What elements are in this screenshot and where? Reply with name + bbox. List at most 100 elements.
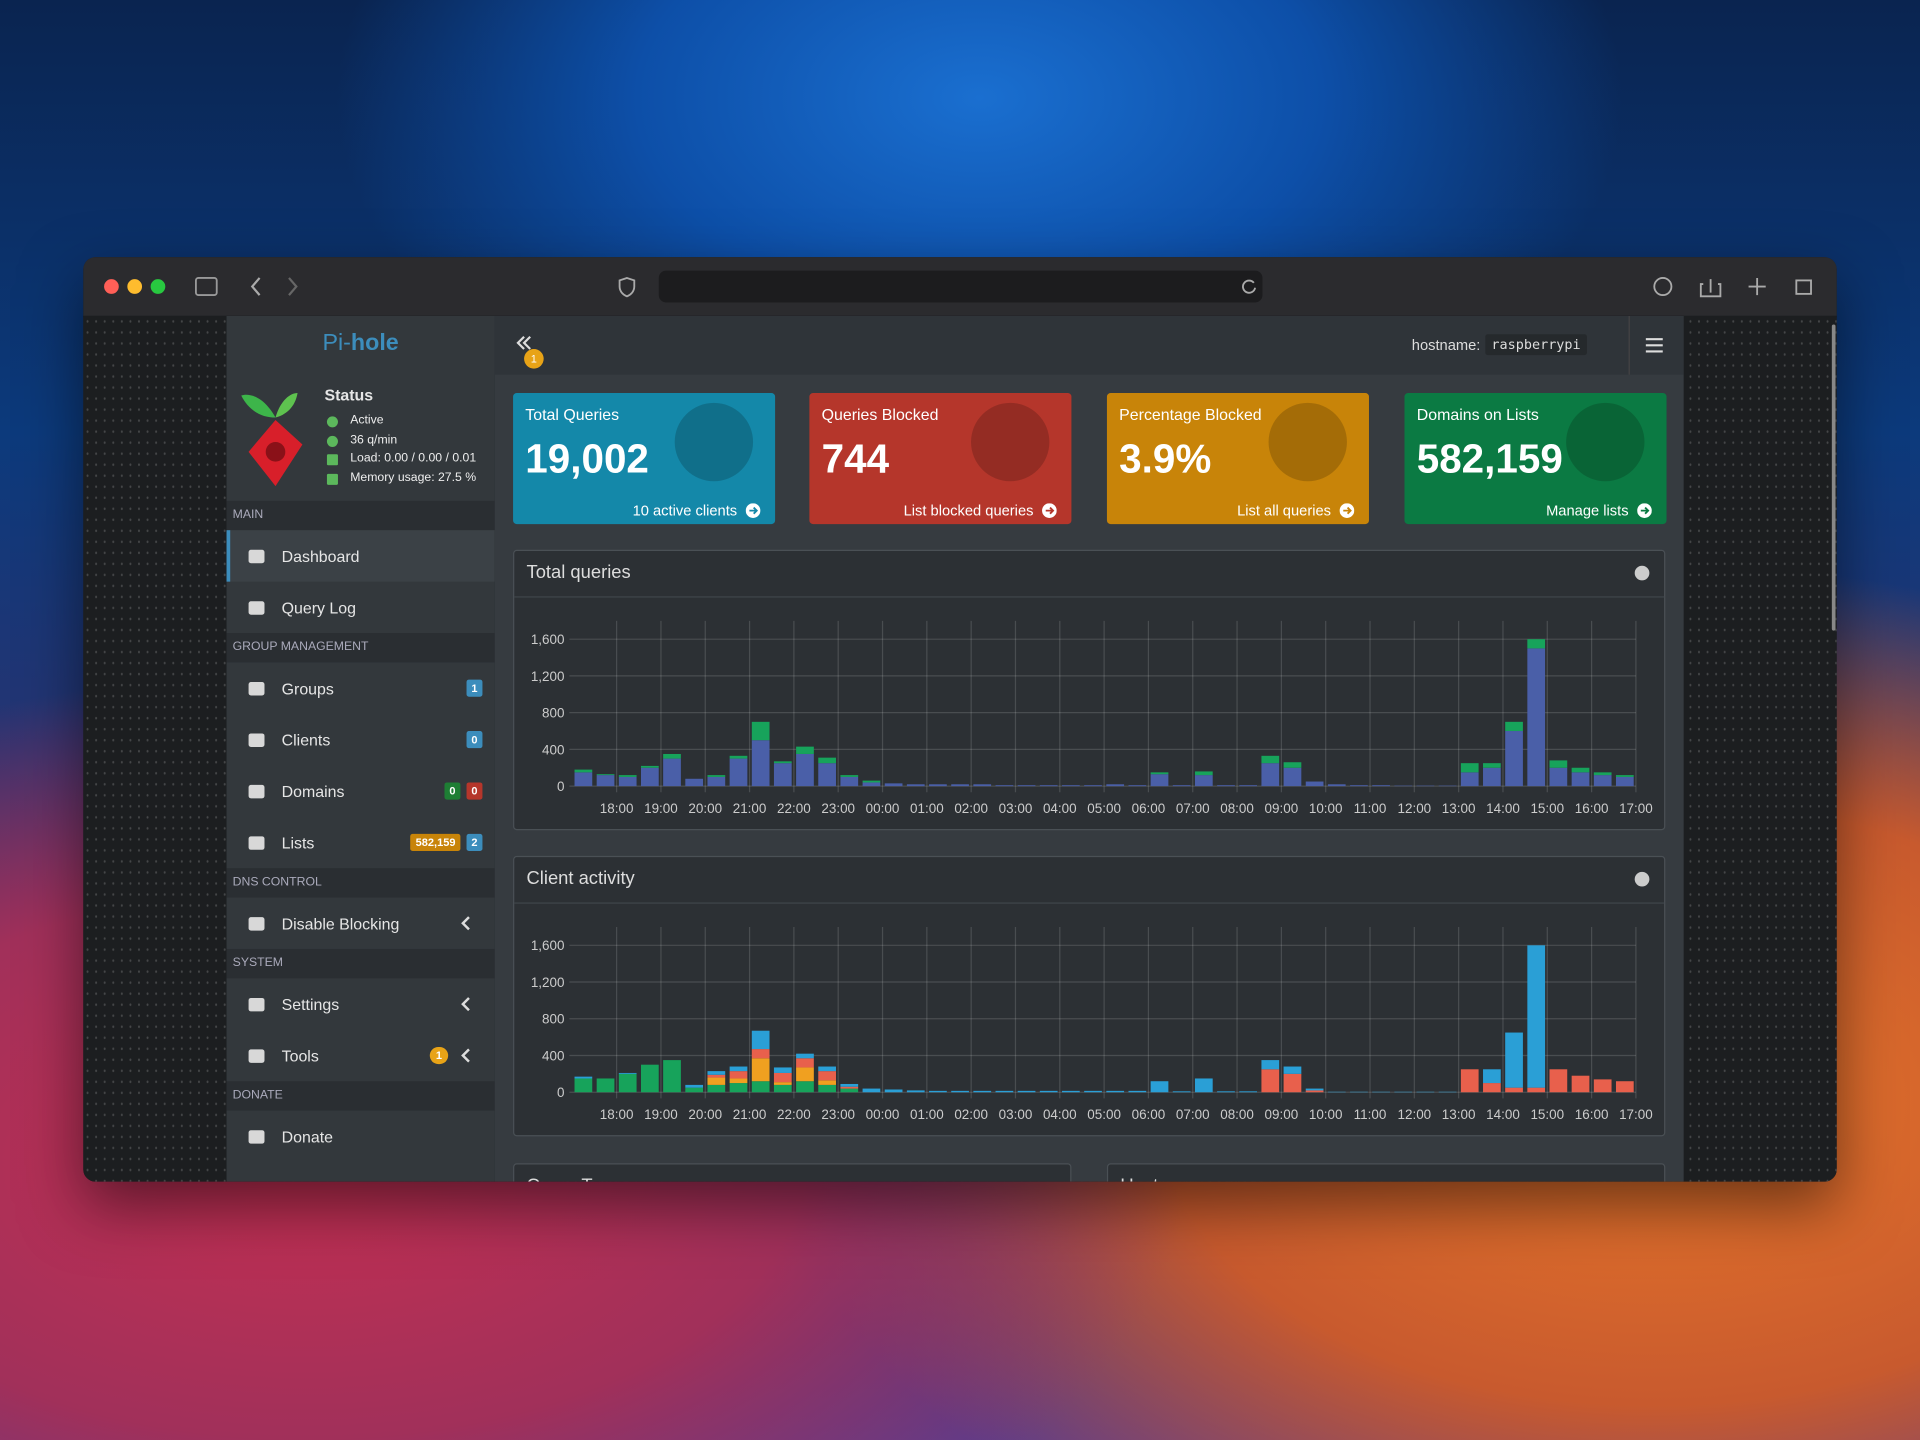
bar-segment xyxy=(707,775,726,777)
status-item: Load: 0.00 / 0.00 / 0.01 xyxy=(350,451,477,466)
chevrons xyxy=(516,335,531,350)
bar-segment xyxy=(1305,781,1324,787)
nav-item[interactable]: Settings xyxy=(227,978,495,1029)
x-tick-label: 04:00 xyxy=(1043,801,1077,816)
x-tick-label: 18:00 xyxy=(600,801,634,816)
card-link-text: Manage lists xyxy=(1546,502,1629,520)
bar-segment xyxy=(1283,762,1302,768)
x-tick-label: 14:00 xyxy=(1486,801,1520,816)
bar-segment xyxy=(1106,1090,1125,1093)
arrow xyxy=(1343,506,1352,515)
address-bar[interactable] xyxy=(658,270,1263,303)
leaf xyxy=(275,393,298,418)
nav-item[interactable]: Query Log xyxy=(227,582,495,633)
hostname-label: hostname: xyxy=(1411,336,1481,354)
status-icon xyxy=(326,454,338,466)
card-icon-shape xyxy=(1566,402,1645,482)
card-link[interactable]: List all queries xyxy=(1237,502,1355,519)
card-value: 582,159 xyxy=(1416,435,1563,482)
panel-title: Total queries xyxy=(526,562,631,583)
bar-segment xyxy=(840,775,859,777)
x-tick-label: 03:00 xyxy=(999,1107,1033,1122)
bar-segment xyxy=(729,1066,748,1072)
nav-icon xyxy=(248,1048,265,1063)
card-link[interactable]: List blocked queries xyxy=(904,502,1057,519)
nav-item[interactable]: Domains 0 0 xyxy=(227,765,495,816)
tabs-button[interactable] xyxy=(1795,279,1812,295)
bar-segment xyxy=(840,1083,859,1087)
bar-segment xyxy=(818,1071,836,1081)
x-tick-label: 02:00 xyxy=(954,1107,988,1122)
close-button[interactable] xyxy=(104,279,119,294)
privacy-icon[interactable] xyxy=(618,276,636,298)
nav-item[interactable]: Disable Blocking xyxy=(227,898,495,949)
y-tick-label: 1,600 xyxy=(531,938,565,953)
zoom-button[interactable] xyxy=(150,279,166,294)
downloads-button[interactable] xyxy=(1653,277,1673,297)
toolbar-icons xyxy=(104,270,1812,303)
bar-segment xyxy=(1527,945,1546,1088)
x-tick-label: 17:00 xyxy=(1619,1107,1653,1122)
x-tick-label: 20:00 xyxy=(688,1107,722,1122)
nav-item[interactable]: Donate xyxy=(227,1111,495,1162)
bar-segment xyxy=(818,1080,836,1085)
x-tick-label: 21:00 xyxy=(733,801,767,816)
x-tick-label: 12:00 xyxy=(1397,801,1431,816)
bar-segment xyxy=(663,758,681,787)
card-icon-shape xyxy=(674,402,754,482)
chart-panel: Total queries 0 400 800 1,200 1,600 18:00 19:00… xyxy=(513,549,1666,831)
nav-icon xyxy=(248,549,265,563)
bar-segment xyxy=(1460,1069,1479,1093)
forward-button[interactable] xyxy=(288,277,298,296)
info-button[interactable] xyxy=(1634,565,1650,581)
berry-core xyxy=(265,442,286,462)
x-tick-label: 13:00 xyxy=(1442,801,1476,816)
nav-item[interactable]: Dashboard xyxy=(226,530,495,582)
nav-icon xyxy=(248,1129,265,1144)
back-button[interactable] xyxy=(250,277,261,296)
nav-menu: MAIN Dashboard Query Log GROUP MANAGEMENT Gr… xyxy=(226,500,495,1162)
info-button[interactable] xyxy=(1634,871,1650,887)
nav-item[interactable]: Clients 0 xyxy=(227,714,495,765)
chevron xyxy=(461,997,470,1012)
menu-button[interactable] xyxy=(1645,338,1663,353)
card-link[interactable]: Manage lists xyxy=(1546,502,1652,519)
arrow-icon xyxy=(1339,503,1355,518)
bar-segment xyxy=(1039,785,1058,787)
nav-icon xyxy=(248,784,265,798)
x-tick-label: 22:00 xyxy=(777,801,811,816)
share-button[interactable] xyxy=(1699,279,1722,298)
arrow xyxy=(1045,506,1055,515)
new-tab-button[interactable] xyxy=(1748,277,1766,296)
sidebar-button[interactable] xyxy=(194,277,218,297)
card-link[interactable]: 10 active clients xyxy=(633,502,761,519)
reload-button[interactable] xyxy=(1242,279,1257,294)
bar-segment xyxy=(1150,772,1169,775)
minimize-button[interactable] xyxy=(127,279,143,294)
bar-segment xyxy=(707,1084,726,1093)
x-tick-label: 11:00 xyxy=(1354,801,1387,816)
bar-segment xyxy=(995,1090,1014,1093)
nav-item[interactable]: Tools 1 xyxy=(227,1030,495,1081)
x-tick-label: 06:00 xyxy=(1132,801,1166,816)
nav-label: Groups xyxy=(281,678,334,698)
hostname: raspberrypi xyxy=(1485,334,1587,356)
bar-segment xyxy=(1150,1081,1169,1093)
x-tick-label: 07:00 xyxy=(1176,1107,1210,1122)
bar-segment xyxy=(1483,1083,1501,1093)
nav-badge: 0 xyxy=(444,782,461,800)
panel-title: Upstream servers xyxy=(1120,1176,1265,1182)
sidebar-toggle-icon[interactable] xyxy=(514,333,538,357)
bar-segment xyxy=(1505,731,1523,787)
bar-segment xyxy=(640,1064,659,1093)
bar-segment xyxy=(1017,785,1036,787)
bar-segment xyxy=(1571,767,1590,773)
x-tick-label: 01:00 xyxy=(910,1107,944,1122)
nav-item[interactable]: Groups 1 xyxy=(227,662,495,713)
nav-badge: 582,159 xyxy=(410,833,461,852)
bar-segment xyxy=(1593,772,1612,776)
nav-icon xyxy=(248,916,265,930)
nav-item[interactable]: Lists 582,159 2 xyxy=(227,817,495,868)
bar-segment xyxy=(729,758,748,787)
x-tick-label: 07:00 xyxy=(1176,801,1210,816)
